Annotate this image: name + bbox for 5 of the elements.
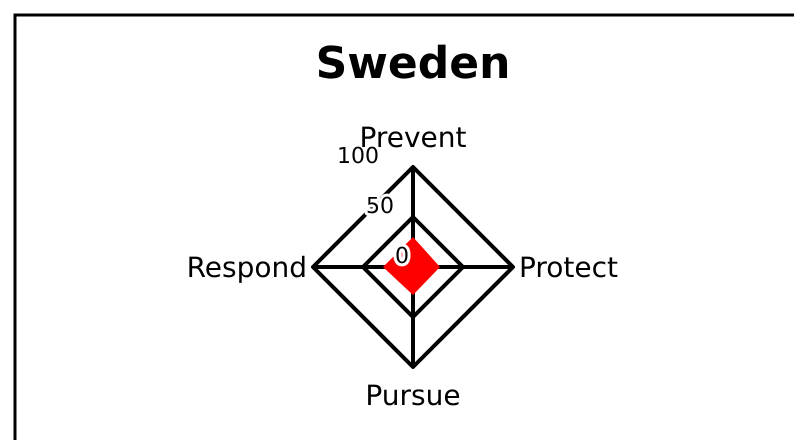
spoke-label: Protect <box>519 251 618 284</box>
spoke-label: Pursue <box>365 379 461 412</box>
y-tick-label: 0 <box>395 244 409 269</box>
spoke-label: Respond <box>186 251 307 284</box>
chart-title: Sweden <box>316 38 510 89</box>
